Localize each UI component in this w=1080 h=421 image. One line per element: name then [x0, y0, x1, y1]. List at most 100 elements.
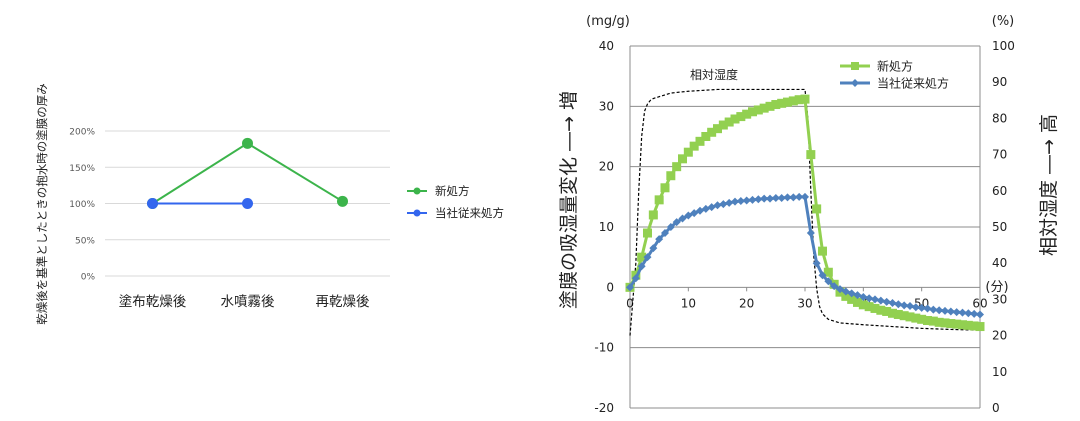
legend-marker: [413, 187, 421, 195]
y-tick-label: 100%: [69, 200, 95, 210]
data-point: [958, 308, 967, 317]
data-point: [736, 197, 745, 206]
data-point: [876, 305, 886, 315]
y2-tick-label: 70: [992, 148, 1007, 162]
y2-tick-label: 0: [992, 401, 1000, 415]
data-point: [969, 321, 979, 331]
moisture-absorption-chart: -20 -10 0 10 20 30 40 0 10 20 30 40 50 60 70 80 90 100 0…: [557, 14, 1060, 415]
data-point: [888, 308, 897, 318]
data-point: [958, 320, 967, 330]
data-point: [923, 316, 932, 326]
data-point: [643, 228, 652, 238]
data-point: [952, 319, 962, 329]
data-point: [905, 312, 915, 322]
data-point: [935, 306, 944, 315]
data-point: [783, 193, 792, 202]
y2-tick-label: 60: [992, 184, 1007, 198]
data-point: [929, 305, 938, 314]
y-tick-label: 0: [606, 280, 614, 294]
data-point: [847, 294, 857, 304]
data-point: [725, 198, 734, 207]
data-point: [672, 162, 682, 172]
data-point: [882, 306, 892, 316]
data-point: [824, 277, 833, 286]
data-point: [742, 196, 751, 205]
data-point: [731, 197, 739, 206]
data-point: [771, 194, 780, 203]
data-point: [795, 192, 804, 201]
data-point: [806, 150, 816, 160]
data-point: [906, 302, 914, 311]
right-y2-unit: (%): [992, 14, 1015, 29]
data-point: [800, 94, 810, 104]
data-point: [941, 306, 949, 315]
thickness-chart: 0% 50% 100% 150% 200% 塗布乾燥後 水噴霧後 再乾燥後 乾燥後を基準とし…: [35, 83, 504, 325]
y2-tick-label: 50: [992, 220, 1007, 234]
y-tick-label: 50%: [75, 236, 95, 246]
data-point: [946, 319, 956, 329]
data-point: [806, 229, 815, 238]
series-line: [151, 142, 344, 205]
data-point: [683, 147, 693, 157]
x-tick-label: 20: [739, 296, 754, 310]
y2-tick-label: 40: [992, 256, 1007, 270]
x-tick-label: 10: [681, 296, 696, 310]
y-tick-label: -10: [594, 341, 614, 355]
data-point: [707, 127, 717, 137]
data-point: [871, 295, 879, 304]
data-point: [765, 101, 775, 111]
x-tick-label: 再乾燥後: [316, 294, 370, 310]
data-point: [742, 109, 752, 119]
data-point: [660, 183, 670, 193]
data-point: [964, 309, 973, 318]
y2-tick-label: 30: [992, 292, 1007, 306]
data-point: [678, 214, 687, 223]
data-point: [876, 296, 885, 305]
data-point: [637, 262, 646, 271]
data-point: [730, 114, 740, 124]
data-point: [899, 311, 909, 321]
data-point: [754, 195, 763, 204]
y-tick-label: 30: [599, 99, 614, 113]
right-x-unit: (分): [985, 280, 1008, 295]
data-point: [911, 303, 920, 312]
legend-label: 当社従来処方: [435, 206, 504, 220]
y2-tick-label: 10: [992, 365, 1007, 379]
data-point: [911, 313, 921, 323]
y-tick-label: 40: [599, 39, 614, 53]
x-tick-label: 30: [797, 296, 812, 310]
y-tick-label: 200%: [69, 128, 95, 138]
legend-marker: [851, 62, 859, 70]
humidity-line: [629, 88, 981, 336]
data-point: [648, 210, 658, 220]
data-point: [654, 195, 664, 205]
right-y-unit: (mg/g): [586, 14, 630, 29]
right-y2-axis-title: 相対湿度 ―→ 高: [1038, 114, 1060, 256]
x-tick-label: 塗布乾燥後: [119, 293, 187, 310]
data-point: [888, 299, 897, 308]
y2-tick-label: 80: [992, 111, 1007, 125]
data-point: [718, 120, 728, 130]
data-point: [923, 304, 932, 313]
data-point: [759, 103, 769, 113]
y-tick-label: 0%: [81, 273, 96, 283]
data-point: [242, 198, 253, 209]
data-point: [242, 137, 253, 149]
data-point: [847, 289, 856, 298]
data-point: [649, 244, 658, 253]
data-point: [917, 303, 926, 312]
data-point: [859, 292, 868, 301]
data-point: [823, 267, 833, 277]
data-point: [783, 97, 792, 107]
data-point: [771, 100, 781, 110]
data-point: [777, 98, 787, 108]
data-point: [818, 246, 827, 256]
legend-label: 当社従来処方: [877, 76, 949, 91]
humidity-annotation: 相対湿度: [690, 67, 738, 82]
data-point: [812, 259, 821, 268]
data-point: [748, 107, 757, 117]
y2-tick-label: 90: [992, 75, 1007, 89]
x-tick-label: 0: [626, 296, 634, 310]
data-point: [678, 154, 687, 164]
data-point: [661, 229, 669, 238]
